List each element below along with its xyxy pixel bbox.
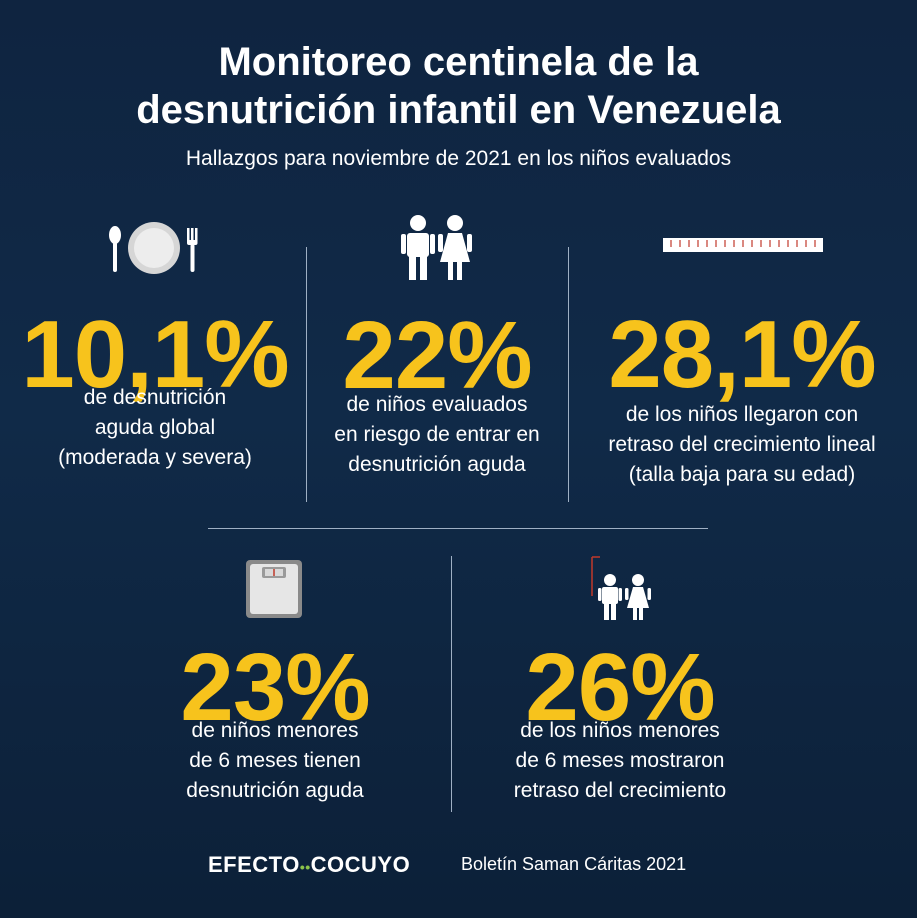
stat-description-line: de los niños llegaron con [625,403,859,426]
stat-value: 23% [180,634,370,741]
divider-vertical-1 [306,247,307,502]
divider-horizontal [208,528,708,529]
plate-cutlery-icon [109,222,198,274]
stat-description-line: de niños evaluados [346,393,528,416]
title-line-2: desnutrición infantil en Venezuela [136,88,781,132]
stat-description: de desnutrición aguda global (moderada y… [5,383,305,473]
stat-description: de los niños llegaron con retraso del cr… [572,400,912,490]
stat-growth-retardation: 28,1% de los niños llegaron con retraso … [572,307,912,490]
source-credit: Boletín Saman Cáritas 2021 [461,854,687,874]
title-line-1: Monitoreo centinela de la [218,40,699,84]
brand-right: COCUYO [310,852,411,877]
children-height-icon [591,556,651,620]
stat-value: 28,1% [608,301,876,408]
stat-value: 22% [342,302,532,409]
stat-description-line: (moderada y severa) [58,446,252,469]
scale-icon [246,560,302,618]
stat-description-line: de 6 meses tienen [189,749,361,772]
brand-dots: •• [299,859,311,875]
page-title: Monitoreo centinela de la desnutrición i… [0,38,917,134]
stat-value: 10,1% [21,301,289,408]
divider-vertical-2 [568,247,569,502]
stat-description-line: desnutrición aguda [348,453,526,476]
stat-description: de niños evaluados en riesgo de entrar e… [307,390,567,480]
stat-description-line: (talla baja para su edad) [628,463,856,486]
children-icon [401,215,472,280]
stat-description: de niños menores de 6 meses tienen desnu… [120,716,430,806]
stat-risk-acute-malnutrition: 22% de niños evaluados en riesgo de entr… [307,308,567,480]
stat-description-line: retraso del crecimiento [513,779,727,802]
stat-description-line: de niños menores [191,719,359,742]
brand-logo: EFECTO••COCUYO [208,852,410,878]
stat-acute-malnutrition: 10,1% de desnutrición aguda global (mode… [5,307,305,473]
stat-description-line: desnutrición aguda [186,779,364,802]
stat-description-line: de los niños menores [520,719,720,742]
ruler-icon [663,238,823,252]
footer: EFECTO••COCUYO Boletín Saman Cáritas 202… [0,850,917,880]
stat-description: de los niños menores de 6 meses mostraro… [460,716,780,806]
stat-description-line: en riesgo de entrar en [334,423,540,446]
stat-description-line: de desnutrición [83,386,227,409]
stat-under6-growth-retardation: 26% de los niños menores de 6 meses most… [460,640,780,806]
stat-description-line: retraso del crecimiento lineal [608,433,876,456]
stat-under6-acute-malnutrition: 23% de niños menores de 6 meses tienen d… [120,640,430,806]
stat-value: 26% [525,634,715,741]
stat-description-line: de 6 meses mostraron [515,749,725,772]
brand-left: EFECTO [208,852,300,877]
divider-vertical-3 [451,556,452,812]
subtitle: Hallazgos para noviembre de 2021 en los … [185,147,732,170]
stat-description-line: aguda global [94,416,216,439]
